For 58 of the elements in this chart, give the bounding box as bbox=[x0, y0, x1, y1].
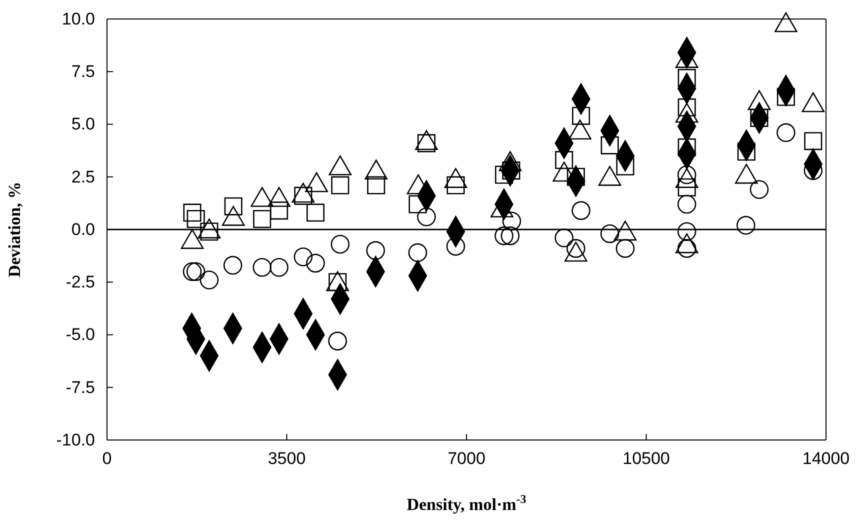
point bbox=[306, 254, 325, 273]
point bbox=[554, 228, 574, 248]
point bbox=[616, 157, 634, 176]
y-tick-label: 10.0 bbox=[62, 9, 95, 28]
point bbox=[186, 262, 206, 281]
point bbox=[200, 270, 219, 290]
point bbox=[616, 239, 635, 258]
point bbox=[572, 106, 590, 125]
point bbox=[446, 236, 466, 256]
point bbox=[736, 216, 756, 235]
point bbox=[572, 201, 590, 220]
point bbox=[328, 332, 347, 350]
y-tick-label: 2.5 bbox=[71, 167, 95, 186]
x-axis-title: Density, mol·m$^{-3}$ bbox=[406, 492, 526, 514]
y-tick-label: -10.0 bbox=[56, 430, 95, 450]
point bbox=[294, 247, 313, 266]
x-tick-label: 7000 bbox=[448, 449, 486, 468]
point bbox=[677, 165, 696, 184]
y-tick-label: -2.5 bbox=[66, 272, 95, 292]
point bbox=[500, 226, 520, 246]
point bbox=[555, 151, 574, 170]
y-tick-label: 7.5 bbox=[71, 62, 95, 82]
point bbox=[408, 243, 428, 262]
point bbox=[750, 180, 769, 199]
point bbox=[330, 234, 350, 254]
point bbox=[306, 204, 325, 222]
point bbox=[502, 212, 522, 230]
x-tick-label: 10500 bbox=[622, 449, 670, 468]
point bbox=[252, 258, 272, 277]
point bbox=[253, 210, 272, 228]
point bbox=[182, 262, 202, 281]
point bbox=[331, 176, 350, 194]
point bbox=[776, 123, 796, 142]
point bbox=[270, 202, 288, 220]
point bbox=[417, 207, 436, 226]
x-tick-label: 3500 bbox=[268, 449, 306, 468]
point bbox=[502, 162, 520, 180]
point bbox=[183, 204, 202, 222]
y-tick-label: -7.5 bbox=[66, 378, 95, 397]
point bbox=[270, 258, 288, 277]
point bbox=[677, 222, 696, 241]
y-axis-title: Deviation, % bbox=[5, 182, 24, 278]
y-tick-label: 0.0 bbox=[71, 220, 95, 239]
y-tick-label: -5.0 bbox=[66, 325, 95, 344]
x-tick-label: 0 bbox=[102, 449, 112, 468]
x-tick-label: 14000 bbox=[802, 449, 850, 468]
point bbox=[600, 224, 620, 244]
point bbox=[223, 256, 242, 275]
point bbox=[600, 136, 619, 154]
point bbox=[804, 132, 822, 150]
point bbox=[494, 166, 514, 184]
point bbox=[366, 241, 385, 260]
point bbox=[677, 194, 696, 214]
y-tick-label: 5.0 bbox=[71, 114, 95, 134]
point bbox=[494, 226, 514, 246]
point bbox=[678, 68, 696, 87]
point bbox=[367, 176, 386, 194]
point bbox=[186, 210, 205, 228]
